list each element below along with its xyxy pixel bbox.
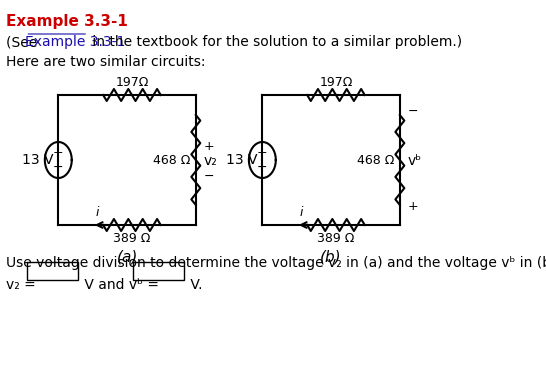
- Text: 468 Ω: 468 Ω: [153, 153, 191, 166]
- Text: 389 Ω: 389 Ω: [317, 232, 355, 246]
- FancyBboxPatch shape: [133, 262, 184, 280]
- Text: (b): (b): [321, 249, 342, 265]
- Text: (a): (a): [116, 249, 138, 265]
- Text: i: i: [96, 205, 99, 219]
- Text: −: −: [203, 169, 214, 183]
- Text: (See: (See: [6, 35, 41, 49]
- Text: 468 Ω: 468 Ω: [357, 153, 395, 166]
- Text: 13 V: 13 V: [225, 153, 257, 167]
- Text: −: −: [407, 105, 418, 117]
- Text: Example 3.3-1: Example 3.3-1: [6, 14, 128, 29]
- Text: vᵇ: vᵇ: [407, 154, 422, 168]
- Text: Example 3.3-1: Example 3.3-1: [26, 35, 126, 49]
- Text: 13 V: 13 V: [22, 153, 53, 167]
- Text: 197Ω: 197Ω: [319, 77, 353, 89]
- Text: v₂ =: v₂ =: [6, 278, 40, 292]
- Text: Use voltage division to determine the voltage v₂ in (a) and the voltage vᵇ in (b: Use voltage division to determine the vo…: [6, 256, 546, 270]
- Text: +: +: [203, 139, 214, 152]
- Text: in the textbook for the solution to a similar problem.): in the textbook for the solution to a si…: [88, 35, 462, 49]
- Text: 389 Ω: 389 Ω: [113, 232, 151, 246]
- Text: Here are two similar circuits:: Here are two similar circuits:: [6, 55, 205, 69]
- Text: +: +: [257, 147, 268, 160]
- Text: +: +: [407, 200, 418, 213]
- Text: v₂: v₂: [203, 154, 217, 168]
- Text: i: i: [299, 205, 303, 219]
- Text: −: −: [257, 160, 268, 174]
- Text: 197Ω: 197Ω: [115, 77, 149, 89]
- Text: +: +: [53, 147, 63, 160]
- Text: V.: V.: [186, 278, 203, 292]
- Text: −: −: [53, 160, 63, 174]
- Text: V and vᵇ =: V and vᵇ =: [80, 278, 163, 292]
- FancyBboxPatch shape: [27, 262, 78, 280]
